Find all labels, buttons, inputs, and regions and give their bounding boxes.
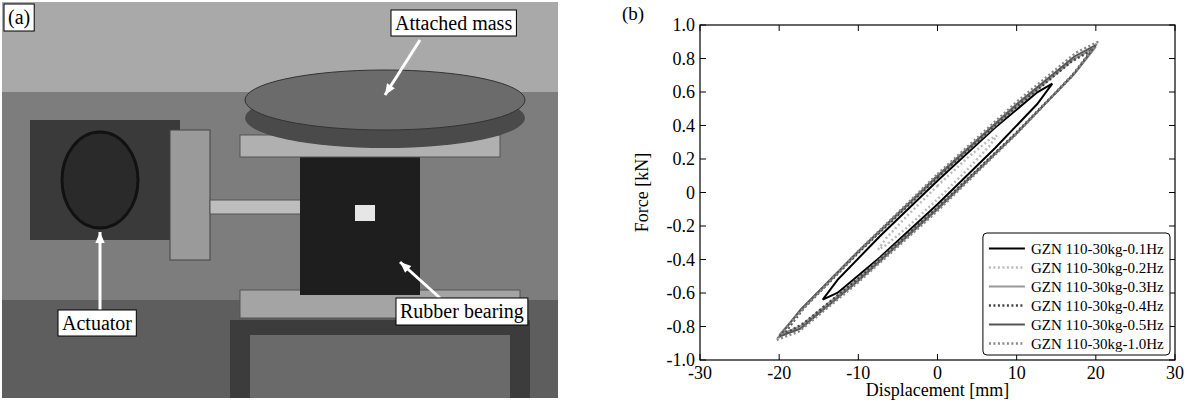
photo-label: Attached mass bbox=[395, 12, 512, 34]
y-tick-label: -0.2 bbox=[667, 216, 696, 236]
pointer-arrow bbox=[99, 232, 102, 312]
photo-label: Actuator bbox=[62, 312, 132, 334]
y-tick-right bbox=[1169, 159, 1175, 160]
legend-swatch bbox=[989, 324, 1025, 326]
y-tick-right bbox=[1169, 226, 1175, 227]
y-tick-label: 0.2 bbox=[673, 149, 696, 169]
y-tick bbox=[700, 58, 706, 59]
figure: (a) Attached mass Actuator Rubber bearing (b… bbox=[0, 0, 1190, 403]
y-tick-right bbox=[1169, 58, 1175, 59]
rubber-bearing bbox=[300, 150, 420, 295]
y-tick bbox=[700, 92, 706, 93]
steel-base bbox=[230, 320, 530, 398]
legend-label: GZN 110-30kg-0.3Hz bbox=[1031, 279, 1164, 295]
chart-panel: (b)-30-20-100102030-1.0-0.8-0.6-0.4-0.20… bbox=[622, 3, 1184, 400]
label-box bbox=[396, 298, 528, 325]
y-axis-title: Force [kN] bbox=[632, 153, 652, 232]
y-tick-right bbox=[1169, 125, 1175, 126]
arrow-head bbox=[95, 232, 104, 243]
legend-box bbox=[983, 233, 1170, 355]
y-tick-label: 0.4 bbox=[673, 116, 696, 136]
actuator-body bbox=[30, 120, 180, 240]
y-tick bbox=[700, 326, 706, 327]
label-box bbox=[58, 310, 136, 336]
x-tick-label: 30 bbox=[1166, 363, 1184, 383]
x-tick-top bbox=[779, 25, 780, 31]
label-box bbox=[391, 10, 516, 36]
y-tick bbox=[700, 226, 706, 227]
plot-frame bbox=[700, 25, 1175, 360]
legend-label: GZN 110-30kg-0.2Hz bbox=[1031, 260, 1164, 276]
legend-swatch bbox=[989, 266, 1025, 269]
legend-label: GZN 110-30kg-0.4Hz bbox=[1031, 298, 1164, 314]
y-tick bbox=[700, 293, 706, 294]
arrow-head bbox=[385, 83, 395, 95]
legend-label: GZN 110-30kg-1.0Hz bbox=[1031, 336, 1164, 352]
actuator-plate bbox=[170, 130, 210, 260]
x-tick-top bbox=[937, 25, 938, 31]
legend-label: GZN 110-30kg-0.1Hz bbox=[1031, 241, 1164, 257]
photo-label: Rubber bearing bbox=[400, 300, 524, 323]
legend: GZN 110-30kg-0.1Hz GZN 110-30kg-0.2Hz GZN … bbox=[983, 233, 1170, 355]
y-tick-label: 0 bbox=[686, 183, 695, 203]
photo-background bbox=[2, 2, 558, 398]
x-tick-label: -20 bbox=[767, 363, 791, 383]
y-tick-label: 0.8 bbox=[673, 49, 696, 69]
y-tick-right bbox=[1169, 192, 1175, 193]
y-tick bbox=[700, 192, 706, 193]
x-tick bbox=[858, 354, 859, 360]
hysteresis-loop bbox=[878, 136, 997, 250]
panel-label: (b) bbox=[622, 3, 644, 25]
y-tick-label: -0.4 bbox=[667, 250, 696, 270]
x-tick-label: 10 bbox=[1008, 363, 1026, 383]
label-box bbox=[4, 4, 34, 31]
x-tick-label: 20 bbox=[1087, 363, 1105, 383]
x-tick-top bbox=[1095, 25, 1096, 31]
y-tick-right bbox=[1169, 92, 1175, 93]
y-tick bbox=[700, 125, 706, 126]
y-tick bbox=[700, 259, 706, 260]
legend-swatch bbox=[989, 342, 1025, 345]
y-tick-label: -0.6 bbox=[667, 283, 696, 303]
y-tick-label: -1.0 bbox=[667, 350, 696, 370]
arrow-head bbox=[400, 262, 411, 273]
legend-swatch bbox=[989, 286, 1025, 288]
photo-label: (a) bbox=[8, 6, 30, 29]
x-tick-top bbox=[1016, 25, 1017, 31]
pointer-arrow bbox=[385, 40, 420, 95]
bearing-label bbox=[355, 205, 375, 221]
photo-panel: (a) Attached mass Actuator Rubber bearing bbox=[2, 2, 558, 398]
legend-swatch bbox=[989, 248, 1025, 250]
x-axis-title: Displacement [mm] bbox=[866, 380, 1009, 400]
legend-label: GZN 110-30kg-0.5Hz bbox=[1031, 317, 1164, 333]
x-tick-top bbox=[858, 25, 859, 31]
pointer-arrow bbox=[400, 262, 440, 298]
x-tick bbox=[937, 354, 938, 360]
y-tick-label: -0.8 bbox=[667, 317, 696, 337]
y-tick bbox=[700, 159, 706, 160]
legend-swatch bbox=[989, 304, 1025, 307]
steel-base-inner bbox=[250, 335, 510, 398]
attached-mass bbox=[245, 70, 525, 130]
y-tick-label: 0.6 bbox=[673, 82, 696, 102]
x-tick bbox=[779, 354, 780, 360]
y-tick-label: 1.0 bbox=[673, 15, 696, 35]
hysteresis-loop bbox=[823, 84, 1053, 300]
actuator-flange bbox=[62, 132, 138, 228]
